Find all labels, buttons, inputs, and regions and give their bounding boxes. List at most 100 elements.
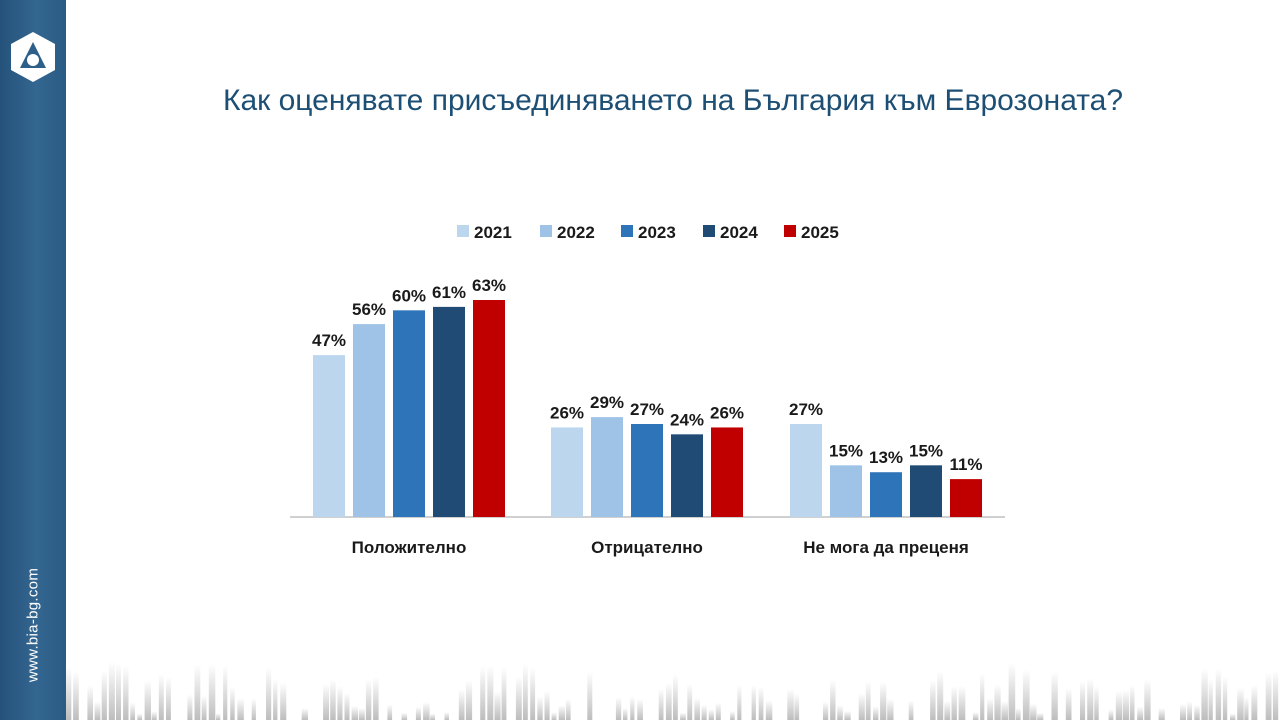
decorative-bar [844,710,851,720]
decorative-bar [166,677,171,720]
decorative-bar [1122,689,1130,720]
decorative-bar [673,674,678,720]
legend-swatch-2021 [457,225,469,237]
category-label: Отрицателно [591,538,703,557]
decorative-bar [908,700,914,720]
bar-2021-1 [313,355,345,517]
decorative-bar [423,702,430,720]
bar-2024-2 [671,434,703,517]
decorative-bar [680,712,686,720]
data-label: 15% [909,441,943,460]
bar-2024-1 [433,306,465,517]
decorative-bar [765,700,773,720]
bar-2021-3 [790,424,822,517]
decorative-bar [658,688,664,720]
bar-2023-3 [870,472,902,517]
decorative-bar [401,712,408,720]
decorative-bar [158,674,164,720]
decorative-bar [1215,668,1222,720]
decorative-bar [1037,712,1044,720]
decorative-bar [201,695,207,720]
legend-label: 2025 [801,223,839,242]
decorative-bar [994,684,1001,720]
decorative-bar [530,667,536,720]
decorative-bar [344,692,350,720]
decorative-bar [951,685,957,720]
decorative-bar [73,671,79,720]
decorative-bar [551,712,557,720]
decorative-bar [280,682,287,720]
decorative-bar [1230,713,1236,720]
decorative-bar [237,698,244,720]
decorative-bar [1144,679,1151,720]
decorative-bar [108,662,115,720]
decorative-bar [730,711,735,720]
decorative-bar [1265,672,1272,720]
decorative-bar [230,686,235,720]
bar-2025-1 [473,300,505,517]
decorative-bar [94,701,101,720]
decorative-bar [758,686,764,720]
data-label: 27% [789,400,823,419]
category-label: Положително [352,538,467,557]
bar-2021-2 [551,427,583,517]
decorative-bar [1022,669,1030,720]
decorative-bar [837,705,843,720]
decorative-bar [1158,708,1165,720]
legend-label: 2021 [474,223,512,242]
decorative-bar [216,713,221,720]
decorative-bar [544,690,550,720]
data-label: 24% [670,410,704,429]
decorative-bar [751,684,756,720]
decorative-bar [430,713,435,720]
decorative-bar [1087,678,1094,720]
decorative-bar [444,712,449,720]
legend-swatch-2022 [540,225,552,237]
legend-swatch-2023 [621,225,633,237]
data-label: 26% [710,403,744,422]
decorative-bar [1180,703,1186,720]
decorative-bar [865,681,871,720]
decorative-bar [101,670,107,720]
decorative-bar [1208,679,1213,720]
decorative-bar [623,707,628,720]
decorative-bar [1094,686,1099,720]
page-title: Как оценявате присъединяването на Българ… [223,84,1123,117]
legend-swatch-2025 [784,225,796,237]
decorative-bar [1237,687,1244,720]
decorative-bar [701,704,707,720]
decorative-bar [980,673,985,720]
decorative-bar [144,680,151,720]
decorative-bar [1130,684,1135,720]
decorative-bar [1137,706,1144,720]
decorative-bar [1080,681,1086,720]
decorative-bar [665,682,672,720]
decorative-bar [1001,700,1008,720]
data-label: 11% [949,455,982,474]
decorative-bar [944,700,951,720]
bia-logo-icon [11,32,55,82]
decorative-bar [187,694,193,720]
legend-label: 2022 [557,223,595,242]
data-label: 56% [352,300,386,319]
decorative-bar [116,663,121,720]
decorative-bar [1187,701,1192,720]
data-label: 47% [312,331,346,350]
decorative-bar [715,702,721,720]
decorative-bar [1108,709,1114,720]
decorative-bar [66,667,72,720]
sidebar: www.bia-bg.com [0,0,66,720]
bar-2022-2 [591,417,623,517]
decorative-bar [208,663,216,720]
bar-2025-3 [950,479,982,517]
decorative-bar [1030,703,1037,720]
decorative-bar [1051,671,1058,720]
decorative-bar [151,711,157,720]
decorative-bar [337,685,343,720]
decorative-bar [1115,691,1123,720]
bar-2022-1 [353,324,385,517]
decorative-bar [823,701,829,720]
decorative-bar [972,712,979,720]
decorative-bar [266,667,272,720]
bar-2023-2 [631,424,663,517]
